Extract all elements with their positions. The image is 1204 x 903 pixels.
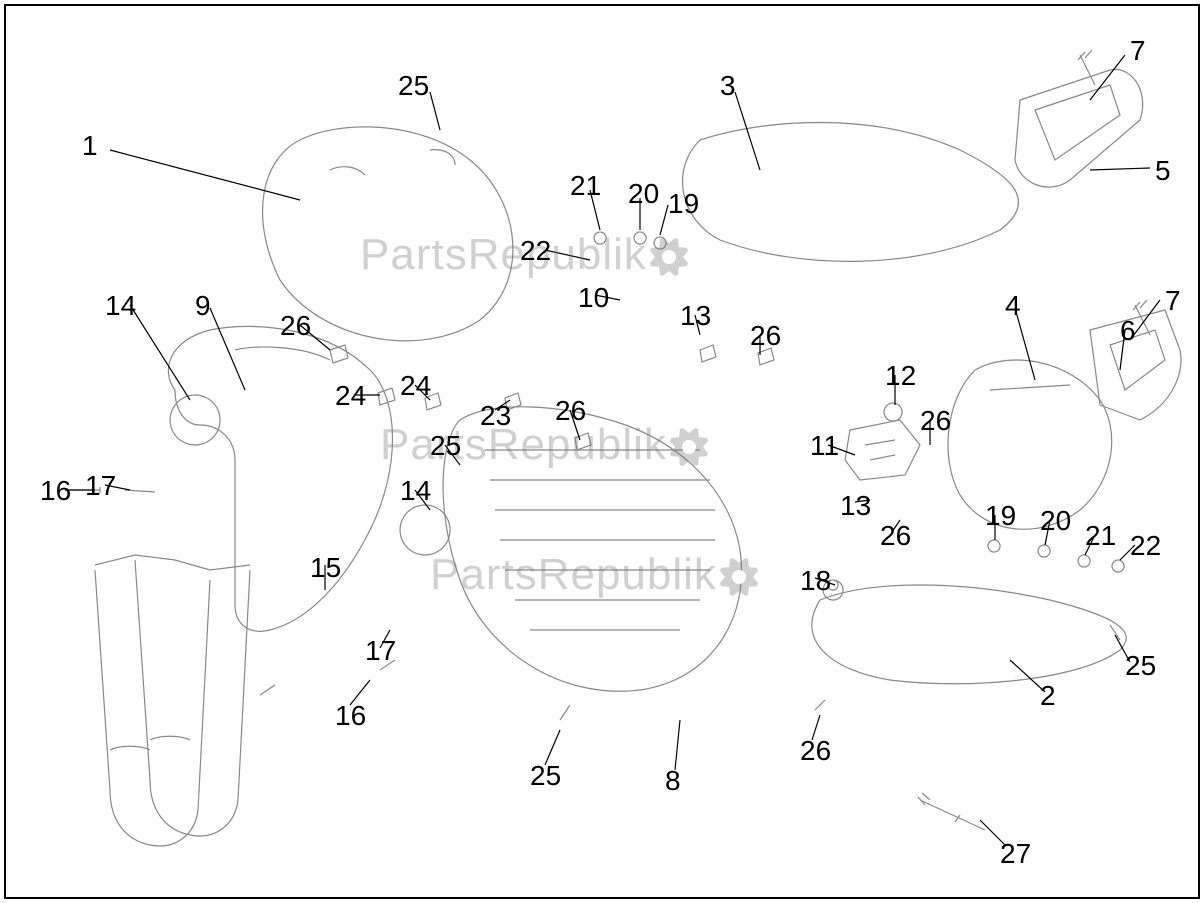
part-screw-27 (918, 793, 985, 830)
callout-11: 11 (810, 430, 839, 462)
callout-26: 26 (920, 405, 951, 437)
part-front-fender-9 (168, 326, 392, 631)
callout-21: 21 (570, 170, 601, 202)
callout-25: 25 (398, 70, 429, 102)
callout-13: 13 (840, 490, 871, 522)
callout-22: 22 (520, 235, 551, 267)
callout-9: 9 (195, 290, 211, 322)
callout-18: 18 (800, 565, 831, 597)
leader-line (130, 305, 190, 400)
callout-26: 26 (280, 310, 311, 342)
callout-21: 21 (1085, 520, 1116, 552)
watermark-text: PartsRepublik (430, 550, 761, 600)
callout-1: 1 (82, 130, 98, 162)
part-belly-pan-2 (812, 585, 1126, 684)
gear-icon (719, 557, 759, 597)
gear-icon (649, 237, 689, 277)
gear-icon (669, 427, 709, 467)
callout-14: 14 (400, 475, 431, 507)
leader-line (735, 92, 760, 170)
part-disc-14b (400, 505, 450, 555)
callout-17: 17 (365, 635, 396, 667)
callout-19: 19 (985, 500, 1016, 532)
callout-23: 23 (480, 400, 511, 432)
part-bracket-11 (845, 420, 920, 480)
callout-27: 27 (1000, 838, 1031, 870)
callout-8: 8 (665, 765, 681, 797)
leader-line (675, 720, 680, 770)
leader-line (110, 150, 300, 200)
leader-line (1090, 55, 1125, 100)
callout-3: 3 (720, 70, 736, 102)
callout-26: 26 (800, 735, 831, 767)
callout-20: 20 (1040, 505, 1071, 537)
callout-25: 25 (530, 760, 561, 792)
callout-6: 6 (1120, 315, 1136, 347)
leader-line (1090, 168, 1150, 170)
callout-26: 26 (750, 320, 781, 352)
callout-2: 2 (1040, 680, 1056, 712)
callout-20: 20 (628, 178, 659, 210)
callout-14: 14 (105, 290, 136, 322)
callout-15: 15 (310, 552, 341, 584)
callout-17: 17 (85, 470, 116, 502)
callout-10: 10 (578, 282, 609, 314)
leader-line (430, 92, 440, 130)
part-disc-14 (170, 395, 220, 445)
callout-7: 7 (1165, 285, 1181, 317)
callout-16: 16 (335, 700, 366, 732)
callout-26: 26 (555, 395, 586, 427)
part-plug-12 (884, 403, 902, 421)
callout-16: 16 (40, 475, 71, 507)
part-rear-fairing-3 (683, 123, 1019, 262)
callout-25: 25 (430, 430, 461, 462)
callout-12: 12 (885, 360, 916, 392)
callout-25: 25 (1125, 650, 1156, 682)
callout-19: 19 (668, 188, 699, 220)
callout-24: 24 (400, 370, 431, 402)
callout-7: 7 (1130, 35, 1146, 67)
callout-26: 26 (880, 520, 911, 552)
part-side-panel-4 (948, 360, 1112, 529)
callout-24: 24 (335, 380, 366, 412)
callout-13: 13 (680, 300, 711, 332)
callout-22: 22 (1130, 530, 1161, 562)
part-fork-assembly (95, 555, 250, 846)
callout-4: 4 (1005, 290, 1021, 322)
callout-5: 5 (1155, 155, 1171, 187)
